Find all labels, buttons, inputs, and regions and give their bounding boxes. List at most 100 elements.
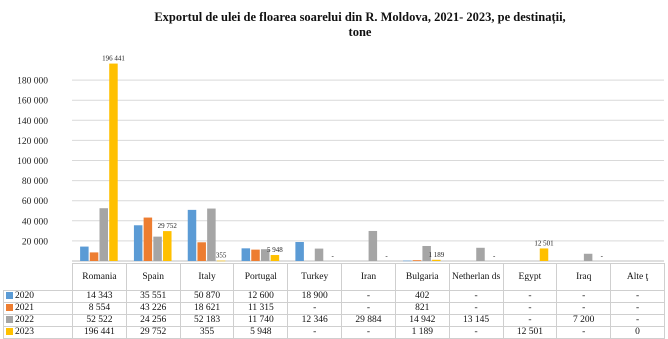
legend-entry: 2023 [3, 326, 73, 339]
bar-2020 [295, 242, 304, 261]
bar-2020 [133, 225, 143, 261]
y-tick-label: 180 000 [17, 77, 48, 87]
table-cell: - [556, 326, 612, 339]
category-label: Romania [72, 263, 127, 291]
table-cell: 18 621 [179, 302, 235, 315]
table-cell: - [287, 326, 343, 339]
data-label: 196 441 [102, 55, 125, 63]
legend-label: 2021 [15, 303, 34, 314]
y-tick-label: 120 000 [17, 137, 48, 147]
table-cell: 1 189 [394, 326, 450, 339]
bar-2023 [270, 255, 280, 261]
category-label: Turkey [287, 263, 343, 291]
legend-entry: 2020 [3, 290, 73, 303]
table-cell: 29 884 [341, 314, 396, 327]
table-cell: 14 942 [394, 314, 450, 327]
data-label: 12 501 [534, 239, 554, 247]
table-cell: - [502, 290, 558, 303]
table-cell: 821 [394, 302, 450, 315]
table-cell: 5 948 [233, 326, 289, 339]
data-label: 29 752 [158, 222, 178, 230]
table-row: 2021 8 554 43 226 18 621 11 315- -821- - - - [3, 302, 665, 315]
table-cell: 29 752 [125, 326, 181, 339]
bar-2022 [368, 230, 378, 261]
bar-2020 [187, 209, 197, 261]
bar-2021 [197, 242, 206, 261]
category-label: Iran [341, 263, 396, 291]
table-cell: - [610, 314, 665, 327]
bar-2022 [476, 247, 485, 261]
bar-2022 [260, 249, 270, 261]
legend-label: 2020 [15, 291, 34, 302]
category-label: Alte ţ [610, 263, 665, 291]
table-cell: 355 [179, 326, 235, 339]
table-cell: 0 [610, 326, 665, 339]
legend-swatch [6, 316, 13, 324]
bar-2023 [539, 248, 549, 261]
legend-swatch [6, 292, 13, 300]
legend-swatch [6, 304, 13, 312]
category-label: Portugal [233, 263, 289, 291]
bar-2022 [422, 245, 431, 261]
data-label: - [493, 252, 496, 260]
table-cell: - [610, 290, 665, 303]
table-cell: 43 226 [125, 302, 181, 315]
chart-title: Exportul de ulei de floarea soarelui din… [60, 10, 660, 40]
category-label: Italy [179, 263, 235, 291]
table-cell: 52 183 [179, 314, 235, 327]
bar-2023 [109, 63, 118, 261]
bar-2022 [99, 208, 109, 261]
table-cell: - [448, 290, 504, 303]
table-corner [4, 264, 73, 291]
bar-2020 [403, 260, 412, 262]
legend-entry: 2021 [3, 302, 73, 315]
table-cell: - [502, 302, 558, 315]
bar-2023 [432, 259, 441, 261]
table-cell: 11 740 [233, 314, 289, 327]
table-cell: - [341, 326, 396, 339]
table-cell: 35 551 [125, 290, 181, 303]
table-cell: 196 441 [72, 326, 127, 339]
data-label: 1 189 [428, 251, 444, 259]
bar-2023 [216, 260, 226, 262]
data-label: - [385, 252, 388, 260]
table-cell: 24 256 [125, 314, 181, 327]
table-cell: - [502, 314, 558, 327]
category-label: Spain [125, 263, 181, 291]
category-label: Egypt [502, 263, 558, 291]
legend-entry: 2022 [3, 314, 73, 327]
table-cell: - [610, 302, 665, 315]
bar-2021 [251, 249, 260, 261]
bar-2022 [153, 236, 162, 261]
bar-2020 [241, 248, 251, 261]
y-tick-label: 80 000 [22, 177, 48, 187]
data-label: 5 948 [267, 246, 283, 254]
y-tick-label: 40 000 [22, 217, 48, 227]
y-tick-label: 140 000 [17, 117, 48, 127]
y-tick-label: 160 000 [17, 97, 48, 107]
category-label: Iraq [556, 263, 612, 291]
bar-chart: 20 000 40 000 60 000 80 000 100 000 120 000 14… [17, 55, 664, 262]
table-cell: 402 [394, 290, 450, 303]
table-cell: 14 343 [72, 290, 127, 303]
table-cell: - [556, 302, 612, 315]
y-tick-label: 20 000 [22, 237, 48, 247]
bar-2021 [412, 260, 422, 261]
table-cell: 13 145 [448, 314, 504, 327]
category-label: Netherlan ds [448, 263, 504, 291]
table-cell: - [341, 302, 396, 315]
chart-title-line2: tone [348, 25, 372, 39]
table-row: 2020 14 343 35 551 50 870 12 600 18 900-402- -… [3, 290, 665, 303]
data-label: 355 [216, 252, 227, 260]
table-cell: - [448, 326, 504, 339]
y-tick-label: 100 000 [17, 157, 48, 167]
bar-2021 [89, 252, 99, 261]
y-tick-label: 60 000 [22, 197, 48, 207]
bar-2023 [163, 231, 172, 261]
table-cell: 7 200 [556, 314, 612, 327]
table-cell: 50 870 [179, 290, 235, 303]
table-row: 2023 196 441 29 752 355 5 948- -1 189-12 501-… [3, 326, 665, 339]
table-cell: 12 600 [233, 290, 289, 303]
data-label: - [601, 252, 604, 260]
bar-2021 [143, 217, 153, 261]
